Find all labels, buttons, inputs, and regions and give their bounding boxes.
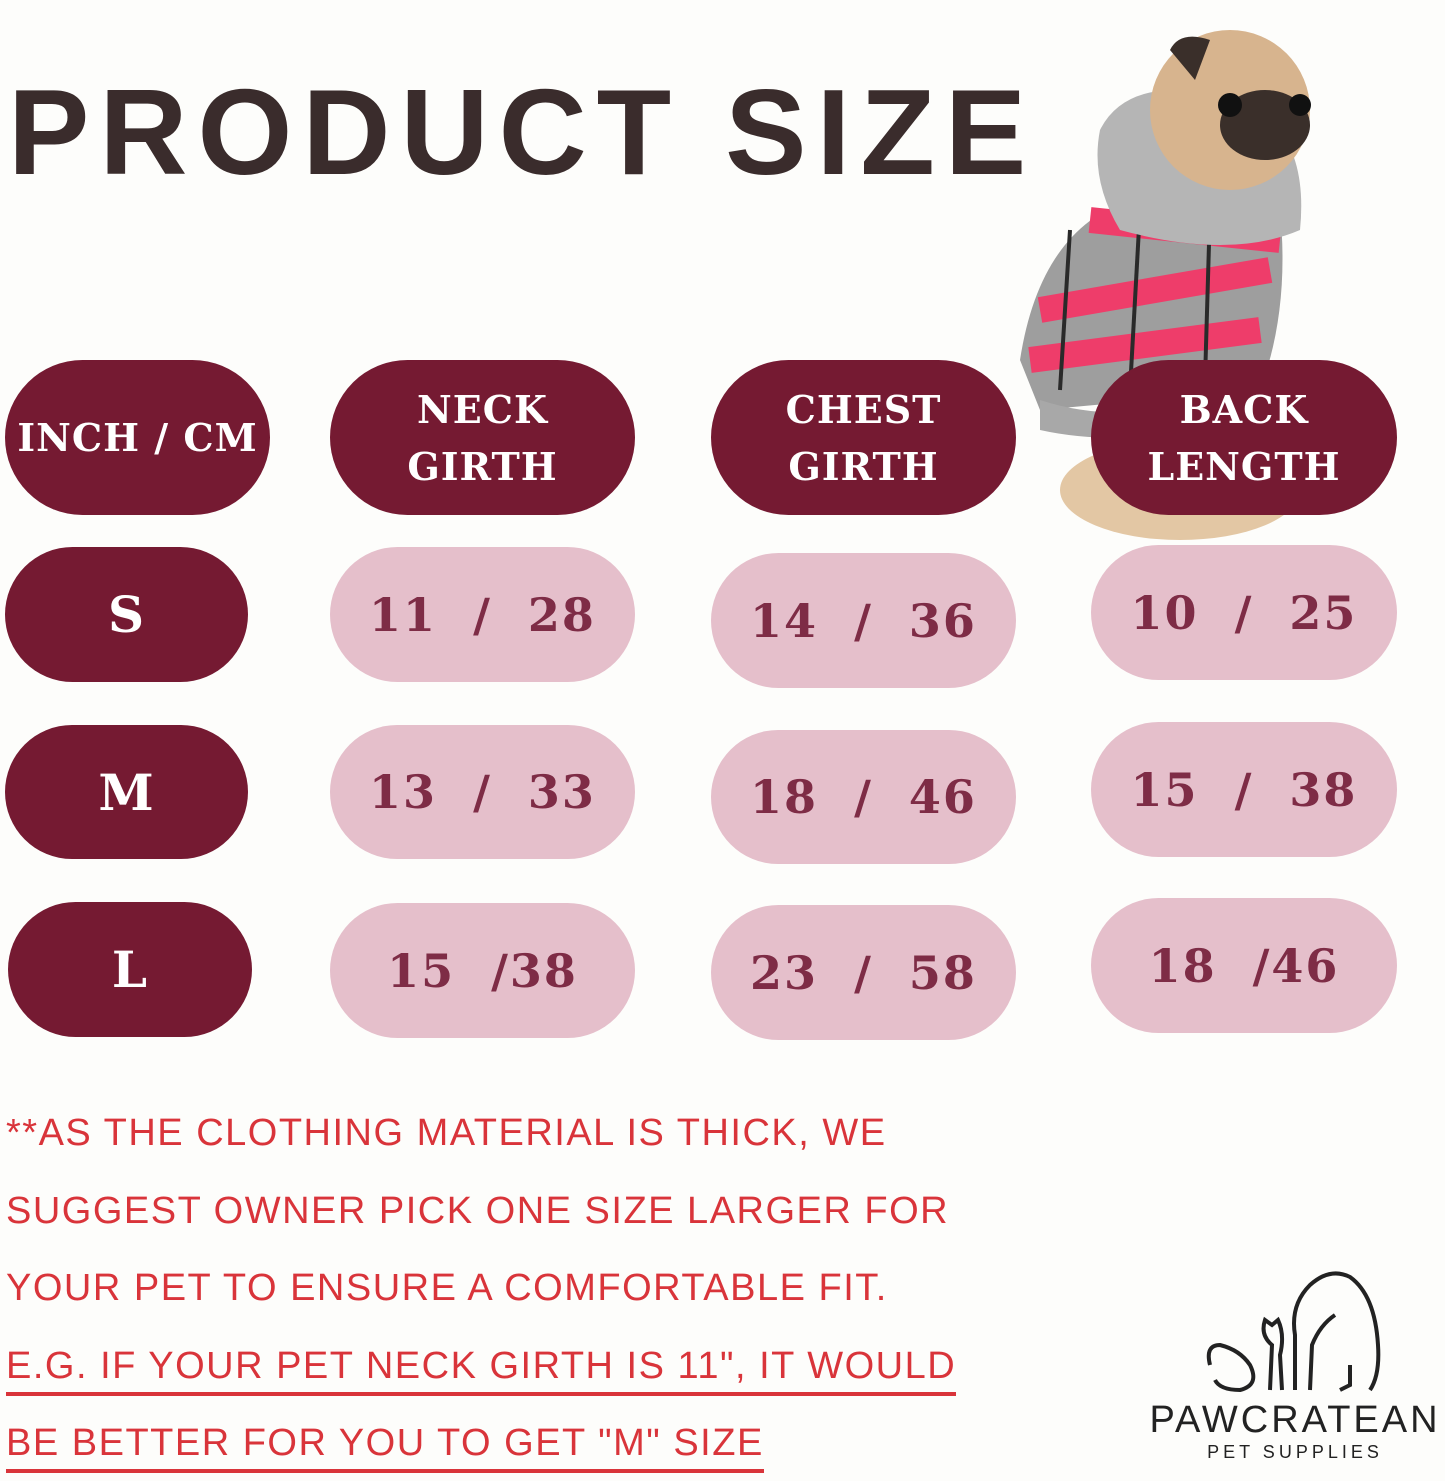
value-text: 18 / 46 xyxy=(750,770,977,824)
back-value: 10 / 25 xyxy=(1091,545,1397,680)
header-units: INCH / CM xyxy=(5,360,270,515)
note-line: **AS THE CLOTHING MATERIAL IS THICK, WE xyxy=(6,1112,887,1154)
size-m-label: M xyxy=(5,725,248,859)
header-line: GIRTH xyxy=(788,443,939,489)
page-title: PRODUCT SIZE xyxy=(8,64,1037,200)
chest-value: 23 / 58 xyxy=(711,905,1016,1040)
value-text: 13 / 33 xyxy=(369,765,596,819)
header-line: GIRTH xyxy=(407,443,558,489)
value-text: 14 / 36 xyxy=(750,593,977,648)
brand-logo: PAWCRATEAN PET SUPPLIES xyxy=(1145,1265,1445,1463)
value-text: 10 / 25 xyxy=(1130,585,1358,640)
neck-value: 11 / 28 xyxy=(330,547,635,682)
chest-value: 14 / 36 xyxy=(711,553,1016,688)
note-line-underlined: E.G. IF YOUR PET NECK GIRTH IS 11", IT W… xyxy=(6,1345,957,1396)
units-label: INCH / CM xyxy=(17,415,258,460)
brand-tagline: PET SUPPLIES xyxy=(1207,1442,1383,1462)
header-neck-girth: NECK GIRTH xyxy=(330,360,635,515)
size-l-label: L xyxy=(8,902,252,1037)
back-value: 18 /46 xyxy=(1091,898,1397,1033)
brand-name: PAWCRATEAN xyxy=(1149,1399,1441,1441)
back-value: 15 / 38 xyxy=(1091,722,1397,857)
value-text: 11 / 28 xyxy=(369,587,596,642)
chest-value: 18 / 46 xyxy=(711,730,1016,864)
size-text: L xyxy=(111,940,149,999)
neck-value: 13 / 33 xyxy=(330,725,635,859)
note-line: SUGGEST OWNER PICK ONE SIZE LARGER FOR xyxy=(6,1190,950,1232)
note-line-underlined: BE BETTER FOR YOU TO GET "M" SIZE xyxy=(6,1422,764,1473)
value-text: 18 /46 xyxy=(1148,938,1340,993)
header-line: CHEST xyxy=(785,386,942,432)
size-s-label: S xyxy=(5,547,248,682)
value-text: 23 / 58 xyxy=(750,945,977,1000)
header-line: BACK xyxy=(1179,386,1309,432)
value-text: 15 /38 xyxy=(387,943,578,998)
header-back-length: BACK LENGTH xyxy=(1091,360,1397,515)
size-text: M xyxy=(98,762,155,822)
neck-value: 15 /38 xyxy=(330,903,635,1038)
dog-and-cat-outline-icon xyxy=(1206,1271,1381,1393)
value-text: 15 / 38 xyxy=(1130,762,1358,817)
note-line: YOUR PET TO ENSURE A COMFORTABLE FIT. xyxy=(6,1267,888,1309)
header-line: NECK xyxy=(417,386,548,432)
header-line: LENGTH xyxy=(1147,443,1341,489)
size-text: S xyxy=(107,585,146,644)
header-chest-girth: CHEST GIRTH xyxy=(711,360,1016,515)
